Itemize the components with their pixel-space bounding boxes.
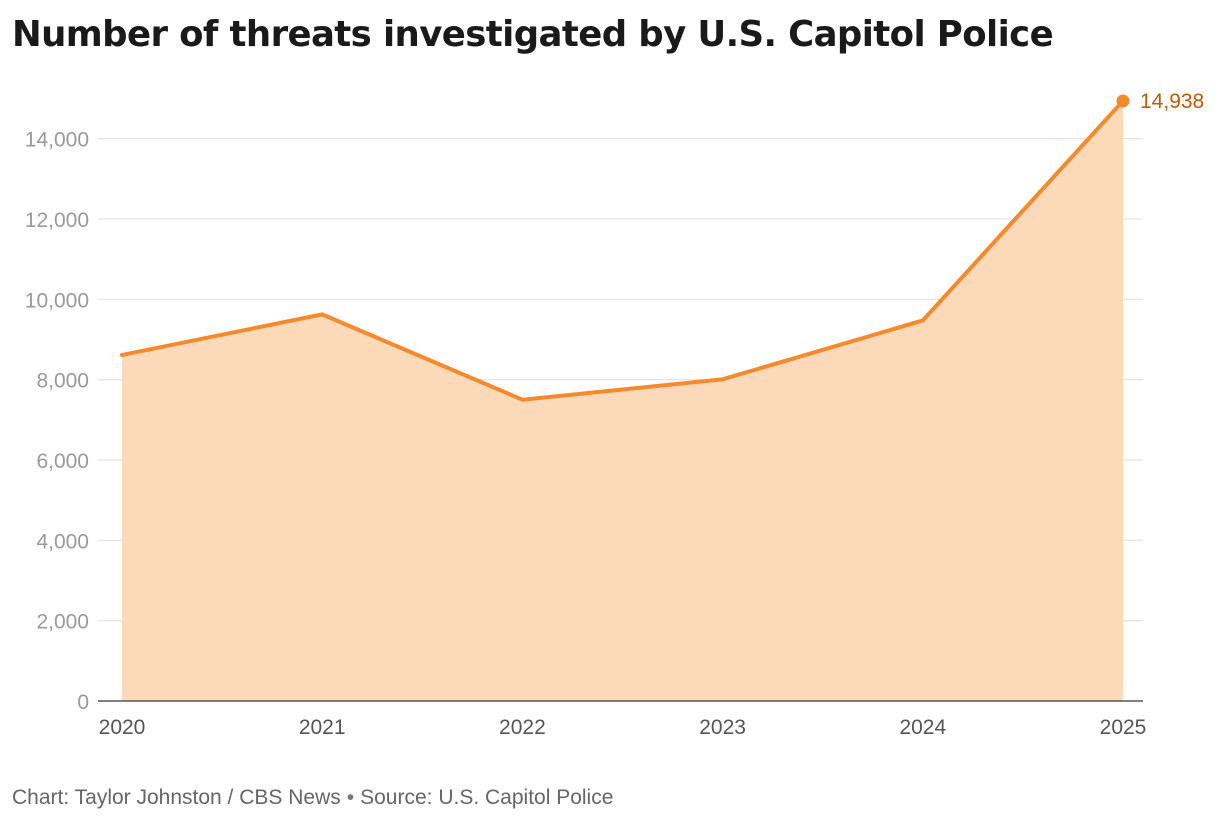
- x-tick-label: 2023: [699, 716, 746, 739]
- data-point: [120, 353, 124, 357]
- axes: 0 2,000 4,000 6,000 8,000 10,000 12,000 14,000 2…: [25, 129, 1147, 739]
- chart-footer: Chart: Taylor Johnston / CBS News • Source…: [12, 786, 613, 810]
- y-tick-label: 6,000: [36, 450, 89, 473]
- y-tick-label: 14,000: [25, 129, 89, 152]
- series-area: [122, 100, 1123, 701]
- y-tick-label: 12,000: [25, 209, 89, 232]
- series-line: [120, 98, 1125, 402]
- area-fill: [122, 100, 1123, 701]
- footer-separator: •: [346, 786, 355, 809]
- x-tick-label: 2020: [99, 716, 146, 739]
- y-tick-label: 2,000: [36, 611, 89, 634]
- data-point: [921, 318, 925, 322]
- data-point: [520, 398, 524, 402]
- y-tick-label: 0: [77, 691, 89, 714]
- x-tick-label: 2024: [899, 716, 946, 739]
- y-tick-label: 10,000: [25, 289, 89, 312]
- y-tick-label: 4,000: [36, 530, 89, 553]
- series-line-path: [120, 98, 1125, 402]
- value-label: 14,938: [1140, 90, 1204, 113]
- highlight-point-marker: [1116, 94, 1130, 108]
- chart-credit: Chart: Taylor Johnston / CBS News: [12, 786, 341, 809]
- data-point: [721, 377, 725, 381]
- chart-source: Source: U.S. Capitol Police: [360, 786, 614, 809]
- data-point: [320, 312, 324, 316]
- x-tick-label: 2025: [1100, 716, 1147, 739]
- chart-title: Number of threats investigated by U.S. C…: [12, 14, 1054, 55]
- annotations: 14,938: [1116, 90, 1204, 113]
- x-tick-label: 2021: [299, 716, 346, 739]
- y-tick-label: 8,000: [36, 370, 89, 393]
- x-tick-label: 2022: [499, 716, 546, 739]
